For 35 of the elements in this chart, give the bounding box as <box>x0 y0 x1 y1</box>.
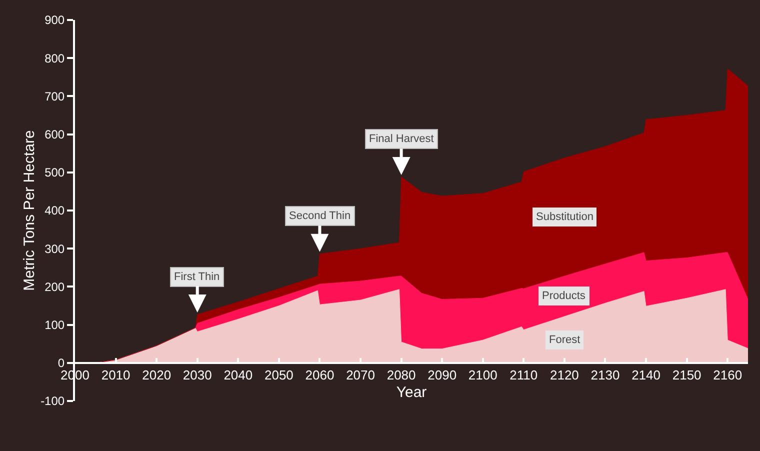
x-tick-label: 2100 <box>468 368 498 382</box>
annotation: Second Thin <box>289 210 351 222</box>
y-tick-label: 100 <box>44 318 65 332</box>
x-tick-label: 2070 <box>346 368 375 382</box>
x-tick-label: 2040 <box>224 368 253 382</box>
x-tick-label: 2160 <box>713 368 742 382</box>
series-label: Forest <box>549 334 580 346</box>
y-tick-label: 500 <box>44 166 65 180</box>
x-tick-label: 2150 <box>672 368 702 382</box>
y-tick-label: 400 <box>44 204 65 218</box>
y-tick-label: -100 <box>40 394 65 408</box>
y-tick-label: 0 <box>58 356 65 370</box>
x-tick-label: 2010 <box>101 368 130 382</box>
annotation: First Thin <box>174 271 220 283</box>
series-label: Products <box>542 290 586 302</box>
y-tick-label: 200 <box>44 280 65 294</box>
series-label: Substitution <box>536 211 594 223</box>
x-tick-label: 2020 <box>142 368 172 382</box>
y-tick-label: 600 <box>44 128 65 142</box>
x-tick-label: 2090 <box>428 368 457 382</box>
y-axis-title: Metric Tons Per Hectare <box>21 130 38 291</box>
x-tick-label: 2030 <box>182 368 212 382</box>
x-tick-label: 2080 <box>386 368 416 382</box>
y-tick-label: 800 <box>44 51 65 66</box>
x-tick-label: 2140 <box>632 368 660 382</box>
y-tick-label: 300 <box>44 242 65 256</box>
x-axis-title: Year <box>396 384 427 401</box>
x-tick-label: 2060 <box>305 368 334 382</box>
y-tick-label: 700 <box>44 89 65 104</box>
x-tick-label: 2110 <box>510 368 538 382</box>
x-tick-label: 2120 <box>550 368 579 382</box>
y-tick-label: 900 <box>44 13 65 28</box>
x-tick-label: 2130 <box>590 368 620 382</box>
annotation: Final Harvest <box>369 133 434 145</box>
x-tick-label: 2050 <box>264 368 294 382</box>
